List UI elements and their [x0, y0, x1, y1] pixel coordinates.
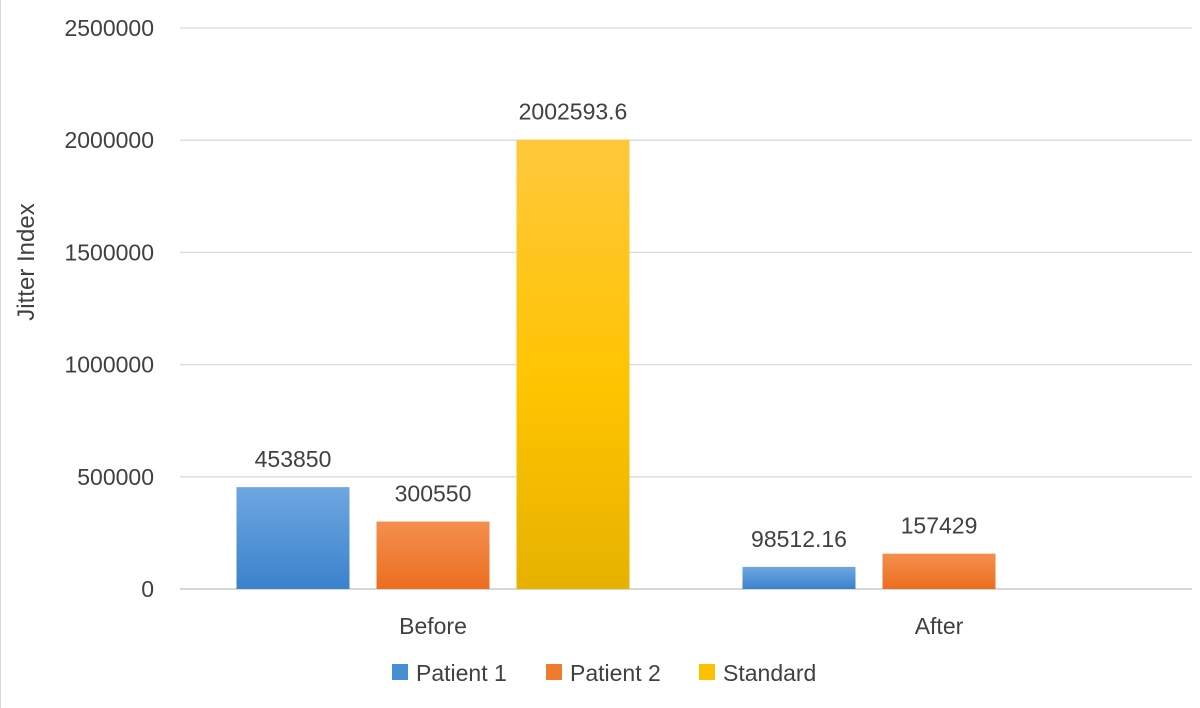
legend-label: Patient 1: [416, 660, 507, 686]
bars: [236, 139, 996, 590]
legend-swatch: [546, 664, 562, 680]
y-tick-label: 1500000: [64, 239, 154, 265]
bar-patient-1-after: [742, 566, 856, 589]
legend-item-standard: Standard: [699, 660, 816, 686]
y-tick-label: 0: [141, 576, 154, 602]
bar-standard-before: [516, 139, 630, 590]
gridlines: [180, 27, 1192, 590]
data-label: 2002593.6: [519, 99, 628, 125]
x-axis-ticks: Before After: [399, 613, 964, 639]
chart-left-border: [0, 0, 1, 708]
y-tick-label: 500000: [77, 464, 154, 490]
legend-item-patient-1: Patient 1: [392, 660, 507, 686]
y-tick-label: 1000000: [64, 352, 154, 378]
legend-item-patient-2: Patient 2: [546, 660, 661, 686]
x-tick-label: After: [915, 613, 964, 639]
data-label: 157429: [901, 513, 978, 539]
y-tick-label: 2500000: [64, 15, 154, 41]
data-label: 300550: [395, 481, 472, 507]
y-axis-label: Jitter Index: [13, 203, 40, 320]
data-label: 453850: [255, 446, 332, 472]
legend-swatch: [392, 664, 408, 680]
bar-patient-1-before: [236, 487, 350, 589]
x-tick-label: Before: [399, 613, 467, 639]
y-axis-ticks: 0 500000 1000000 1500000 2000000 2500000: [64, 15, 154, 602]
legend-swatch: [699, 664, 715, 680]
y-tick-label: 2000000: [64, 127, 154, 153]
legend-label: Standard: [723, 660, 816, 686]
bar-patient-2-after: [882, 553, 996, 589]
legend-label: Patient 2: [570, 660, 661, 686]
data-label: 98512.16: [751, 526, 847, 552]
legend: Patient 1 Patient 2 Standard: [392, 660, 816, 686]
bar-patient-2-before: [376, 521, 490, 589]
data-labels: 453850 300550 2002593.6 98512.16 157429: [255, 99, 978, 552]
